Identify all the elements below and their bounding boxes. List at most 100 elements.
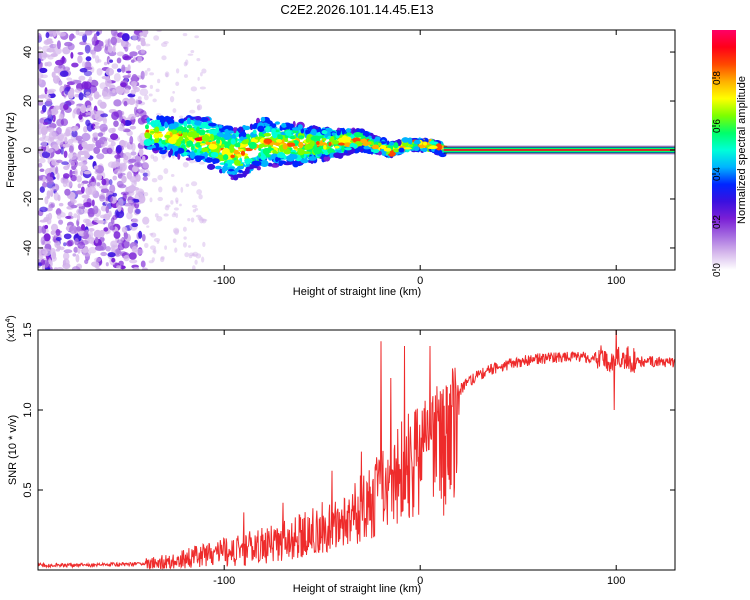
spectrogram-noise-blob xyxy=(191,253,196,257)
spectrogram-noise-blob xyxy=(59,70,69,77)
spectrogram-noise-blob xyxy=(114,154,121,159)
spectrogram-noise-blob xyxy=(136,44,142,51)
spectrogram-noise-blob xyxy=(62,143,71,148)
spectrogram-burst-blob xyxy=(153,119,159,127)
spectrogram-burst-blob xyxy=(228,145,235,153)
spectrogram-noise-blob xyxy=(63,66,71,71)
spectrogram-noise-blob xyxy=(110,133,119,141)
spectrogram-noise-blob xyxy=(188,159,195,164)
snr-multiplier-base: (x10 xyxy=(6,322,17,342)
spectrogram-noise-blob xyxy=(163,213,169,217)
spectrogram-burst-blob xyxy=(393,142,399,149)
spectrogram-noise-blob xyxy=(55,237,62,241)
spectrogram-noise-blob xyxy=(172,238,177,244)
spectrogram-noise-blob xyxy=(73,246,79,253)
spectrogram-noise-blob xyxy=(196,58,201,62)
spectrogram-noise-blob xyxy=(128,113,137,120)
spectrogram-xtick-label: 0 xyxy=(417,275,423,287)
svg-text:(x104): (x104) xyxy=(5,315,17,342)
spectrogram-noise-blob xyxy=(192,209,197,213)
spectrogram-noise-blob xyxy=(42,176,46,184)
spectrogram-noise-blob xyxy=(113,231,121,239)
spectrogram-burst-blob xyxy=(402,141,406,147)
colorbar: 0.0 0.2 0.4 0.6 0.8 Normalized spectral ampl… xyxy=(712,30,748,277)
spectrogram-noise-blob xyxy=(80,223,86,231)
spectrogram-burst-blob xyxy=(364,141,372,145)
spectrogram-noise-blob xyxy=(67,90,75,99)
spectrogram-noise-blob xyxy=(77,152,82,162)
spectrogram-noise-blob xyxy=(38,58,41,65)
spectrogram-noise-blob xyxy=(65,126,75,133)
spectrogram-noise-blob xyxy=(78,92,84,101)
spectrogram-burst-blob xyxy=(300,158,309,164)
spectrogram-burst-blob xyxy=(224,128,230,136)
spectrogram-burst-blob xyxy=(331,139,340,145)
spectrogram-noise-blob xyxy=(175,212,179,219)
spectrogram-noise-blob xyxy=(144,70,148,76)
spectrogram-noise-blob xyxy=(95,31,100,37)
spectrogram-noise-blob xyxy=(77,161,85,167)
spectrogram-noise-blob xyxy=(184,252,190,258)
spectrogram-burst-blob xyxy=(372,149,380,154)
spectrogram-noise-blob xyxy=(99,220,108,225)
spectrogram-noise-blob xyxy=(148,260,154,264)
spectrogram-noise-blob xyxy=(77,31,86,37)
spectrogram-noise-blob xyxy=(70,174,77,182)
spectrogram-noise-blob xyxy=(182,33,188,37)
spectrogram-burst-blob xyxy=(149,130,155,134)
spectrogram-noise-blob xyxy=(42,182,48,188)
spectrogram-burst-blob xyxy=(244,158,253,163)
spectrogram-noise-blob xyxy=(63,249,73,254)
spectrogram-noise-blob xyxy=(38,127,43,135)
spectrogram-noise-blob xyxy=(116,51,125,57)
spectrogram-burst-blob xyxy=(263,138,273,144)
spectrogram-noise-blob xyxy=(44,94,51,100)
spectrogram-burst-blob xyxy=(168,137,177,145)
spectrogram-noise-blob xyxy=(128,252,137,260)
spectrogram-noise-blob xyxy=(149,197,153,203)
spectrogram-burst-blob xyxy=(217,154,224,158)
spectrogram-noise-blob xyxy=(112,89,116,94)
spectrogram-noise-blob xyxy=(103,61,108,66)
spectrogram-noise-blob xyxy=(185,59,189,66)
spectrogram-marks xyxy=(38,30,675,270)
spectrogram-burst-blob xyxy=(327,148,335,154)
spectrogram-burst-blob xyxy=(313,126,319,130)
spectrogram-noise-blob xyxy=(118,260,124,267)
spectrogram-noise-blob xyxy=(107,252,116,258)
spectrogram-burst-blob xyxy=(398,147,405,153)
spectrogram-burst-blob xyxy=(156,115,160,121)
spectrogram-burst-blob xyxy=(214,165,222,170)
spectrogram-noise-blob xyxy=(137,190,145,196)
spectrogram-burst-blob xyxy=(188,136,193,140)
spectrogram-noise-blob xyxy=(99,185,108,189)
spectrogram-noise-blob xyxy=(123,232,129,240)
spectrogram-burst-blob xyxy=(265,125,271,133)
spectrogram-noise-blob xyxy=(46,38,53,42)
spectrogram-noise-blob xyxy=(84,30,93,36)
spectrogram-noise-blob xyxy=(39,118,45,124)
spectrogram-burst-blob xyxy=(289,135,296,140)
spectrogram-burst-blob xyxy=(224,163,228,167)
spectrogram-burst-blob xyxy=(276,157,281,161)
spectrogram-burst-blob xyxy=(144,124,149,130)
spectrogram-noise-blob xyxy=(100,251,108,257)
spectrogram-burst-blob xyxy=(168,123,177,130)
spectrogram-noise-blob xyxy=(149,72,155,76)
spectrogram-burst-blob xyxy=(182,126,188,133)
snr-ytick-label: 1.0 xyxy=(22,402,34,417)
spectrogram-noise-blob xyxy=(78,75,86,81)
spectrogram-noise-blob xyxy=(192,265,196,270)
spectrogram-noise-blob xyxy=(175,81,180,87)
spectrogram-noise-blob xyxy=(86,122,94,132)
spectrogram-noise-blob xyxy=(85,112,94,116)
spectrogram-noise-blob xyxy=(111,63,119,69)
spectrogram-noise-blob xyxy=(76,175,82,183)
spectrogram-burst-blob xyxy=(222,125,232,132)
spectrogram-burst-blob xyxy=(321,129,328,135)
spectrogram-burst-blob xyxy=(363,146,371,150)
spectrogram-noise-blob xyxy=(101,178,107,186)
spectrogram-noise-blob xyxy=(194,35,199,39)
spectrogram-burst-blob xyxy=(292,160,299,168)
spectrogram-burst-blob xyxy=(164,134,172,139)
